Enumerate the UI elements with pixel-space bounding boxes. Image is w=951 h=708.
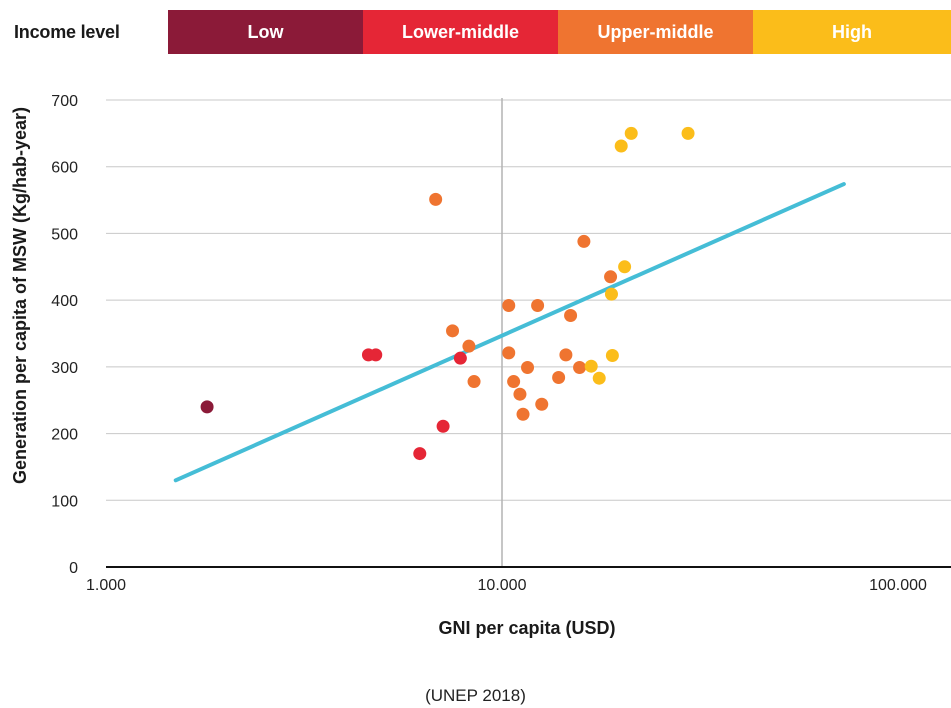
data-point [592,371,606,385]
data-point [535,397,549,411]
data-point [453,351,467,365]
data-point [577,234,591,248]
data-point [559,348,573,362]
xtick-label-0: 1.000 [86,577,126,594]
data-point [681,126,695,140]
data-point [605,349,619,363]
data-point [507,375,521,389]
data-point [446,324,460,338]
data-point [462,339,476,353]
series-lower-middle [361,348,467,461]
series-low [200,400,214,414]
income-level-legend: Income level Low Lower-middle Upper-midd… [0,10,951,54]
y-axis-title: Generation per capita of MSW (Kg/hab-yea… [10,107,30,484]
ytick-label-700: 700 [51,93,78,110]
data-point [502,346,516,360]
x-axis-title: GNI per capita (USD) [438,618,615,638]
data-point [502,298,516,312]
legend-item-low: Low [168,10,363,54]
data-point [624,126,638,140]
data-point [521,361,535,375]
data-point [552,371,566,385]
data-point [584,359,598,373]
trend-line [173,182,846,483]
data-point [436,419,450,433]
series-upper-middle [429,192,618,421]
data-point [531,298,545,312]
legend-item-lower-middle: Lower-middle [363,10,558,54]
data-point [429,192,443,206]
data-point [369,348,383,362]
axis-labels: 0 100 200 300 400 500 600 700 1.000 10.000 100.000… [10,93,927,638]
legend-item-upper-middle: Upper-middle [558,10,753,54]
gridlines [106,98,951,567]
data-point [604,270,618,284]
ytick-label-300: 300 [51,360,78,377]
data-point [573,361,587,375]
legend-item-high: High [753,10,951,54]
xtick-label-1: 10.000 [478,577,527,594]
data-point [516,407,530,421]
ytick-label-500: 500 [51,226,78,243]
source-caption: (UNEP 2018) [425,686,526,705]
data-point [413,447,427,461]
ytick-label-200: 200 [51,427,78,444]
ytick-label-100: 100 [51,493,78,510]
xtick-label-2: 100.000 [869,577,927,594]
legend-title: Income level [14,22,120,42]
data-point [604,287,618,301]
ytick-label-400: 400 [51,293,78,310]
data-point [614,139,628,153]
data-point [513,387,527,401]
data-point [564,308,578,322]
data-point [467,375,481,389]
data-point [200,400,214,414]
data-point [618,260,632,274]
ytick-label-600: 600 [51,160,78,177]
series-high [584,126,695,385]
data-points [200,126,695,461]
ytick-label-0: 0 [69,560,78,577]
